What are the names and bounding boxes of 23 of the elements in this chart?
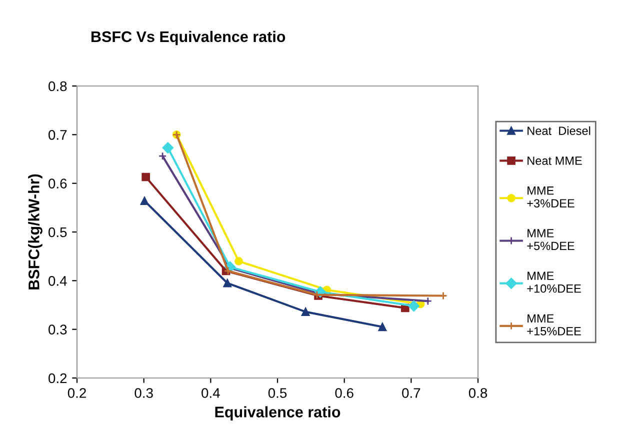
x-axis-title: Equivalence ratio	[215, 406, 340, 420]
x-tick-label: 0.7	[402, 388, 420, 398]
y-tick-label: 0.4	[48, 276, 67, 286]
y-tick-label: 0.7	[48, 130, 67, 140]
legend-label: MME +10%DEE	[527, 272, 581, 293]
legend-label: MME +15%DEE	[527, 314, 581, 336]
y-tick-label: 0.5	[48, 227, 67, 238]
chart-title: BSFC Vs Equivalence ratio	[91, 30, 286, 46]
x-tick-label: 0.4	[202, 388, 220, 398]
x-tick-label: 0.6	[335, 388, 354, 398]
y-axis-title: BSFC(kg/kW-hr)	[28, 174, 42, 290]
x-tick-label: 0.5	[268, 388, 287, 398]
x-tick-label: 0.8	[468, 388, 488, 398]
legend-label: MME +3%DEE	[527, 186, 574, 208]
legend-label: MME +5%DEE	[527, 229, 574, 250]
y-tick-label: 0.3	[48, 324, 67, 335]
legend-label: Neat MME	[528, 156, 582, 165]
y-tick-label: 0.8	[48, 81, 67, 92]
x-tick-label: 0.3	[134, 388, 153, 398]
y-tick-label: 0.6	[48, 178, 67, 189]
x-tick-label: 0.2	[68, 388, 86, 398]
y-tick-label: 0.2	[48, 373, 67, 384]
legend-label: Neat Diesel	[528, 126, 590, 135]
